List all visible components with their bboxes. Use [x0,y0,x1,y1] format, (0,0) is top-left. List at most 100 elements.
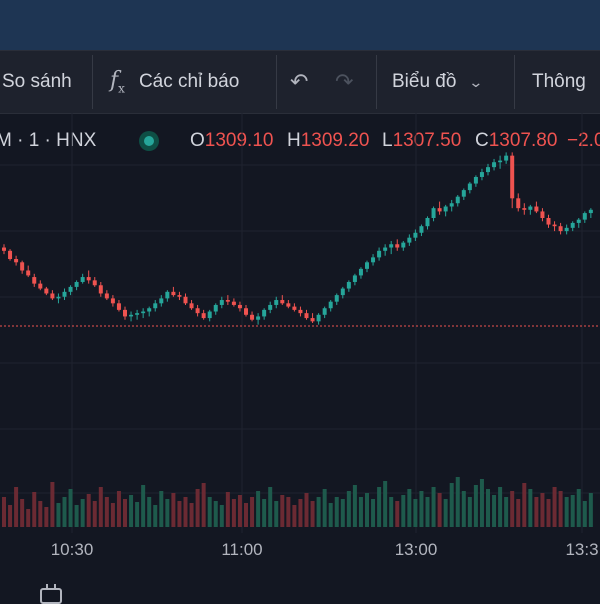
candle-body [322,308,327,315]
volume-bar [274,501,279,527]
time-axis-label: 11:00 [221,540,263,559]
volume-bar [528,489,533,527]
candle-body [334,295,339,302]
candle-body [256,316,261,320]
volume-bar [26,509,31,527]
candle-body [443,206,448,212]
volume-bar [504,497,509,527]
candle-body [298,309,303,314]
volume-bar [286,497,291,527]
volume-bar [165,499,170,527]
ohlc-close: C 1307.80 [475,130,558,151]
volume-bar [467,497,472,527]
candle-body [395,244,400,248]
volume-bar [455,477,460,527]
candle-body [576,219,581,223]
volume-bar [310,501,315,527]
volume-bar [32,492,37,527]
volume-bar [334,497,339,527]
volume-bar [346,491,351,527]
chart-grid [0,113,600,533]
candle-body [195,308,200,314]
volume-bar [383,481,388,527]
undo-button[interactable]: ↶ [290,51,308,113]
candle-body [425,218,430,227]
candle-body [207,311,212,319]
volume-bar [68,489,73,527]
volume-bar [147,497,152,527]
candle-body [147,308,152,312]
candle-body [274,300,279,305]
candle-body [92,280,97,286]
candle-body [558,226,563,232]
candle-body [413,232,418,238]
volume-bar [195,489,200,527]
volume-bar [437,493,442,527]
time-axis-label: 13:00 [394,540,438,559]
price-chart-canvas[interactable] [0,113,600,533]
redo-button[interactable]: ↷ [335,51,353,113]
candle-body [104,293,109,299]
info-button[interactable]: Thông [532,51,586,113]
candle-body [534,206,539,212]
candle-body [486,167,490,173]
volume-bar [407,489,412,527]
volume-bar [516,499,521,527]
candle-body [328,301,333,309]
volume-bar [395,501,400,527]
volume-bar [2,497,6,527]
volume-bar [377,487,382,527]
candle-body [546,218,551,225]
volume-bar [358,497,363,527]
toolbar-divider [514,55,515,109]
volume-bar [340,499,345,527]
candle-body [479,172,484,177]
candle-body [358,268,363,276]
volume-bar [371,499,376,527]
candle-body [570,222,575,228]
volume-bar [292,505,297,527]
candle-body [153,303,158,309]
indicators-label: Các chỉ báo [138,71,240,92]
chart-toolbar: So sánh fx Các chỉ báo ↶ ↷ Biểu đồ ⌄ Thô… [0,51,600,114]
volume-bar [558,491,563,527]
volume-bar [256,491,261,527]
volume-bar [244,503,248,527]
candle-body [68,286,73,292]
candle-body [237,304,242,309]
volume-bar [189,503,194,527]
volume-bar [98,487,103,527]
candle-body [268,304,273,310]
volume-bar [534,497,539,527]
volume-bar [588,493,593,527]
candle-body [304,313,309,319]
volume-bars [2,477,593,527]
volume-bar [219,505,224,527]
candlesticks [2,152,593,325]
market-status-icon[interactable] [139,131,159,151]
volume-bar [8,505,13,527]
compare-button[interactable]: So sánh [2,51,72,113]
candle-body [189,303,194,309]
candle-body [540,211,545,218]
volume-bar [546,499,551,527]
chart-type-button[interactable]: Biểu đồ ⌄ [392,51,484,113]
volume-bar [473,485,478,527]
candle-body [419,226,424,233]
candle-body [201,313,206,319]
candle-body [56,296,61,299]
volume-bar [20,499,25,527]
volume-bar [564,497,569,527]
candle-body [437,208,442,212]
ohlc-high: H 1309.20 [287,130,370,151]
candle-body [231,301,236,305]
volume-bar [570,495,575,527]
candle-body [280,300,285,304]
volume-bar [486,489,490,527]
candle-body [455,196,460,204]
indicators-button[interactable]: fx Các chỉ báo [110,51,239,113]
ohlc-low: L 1307.50 [382,130,462,151]
candle-body [431,208,436,218]
candle-body [44,288,49,294]
calendar-icon[interactable] [40,584,62,604]
